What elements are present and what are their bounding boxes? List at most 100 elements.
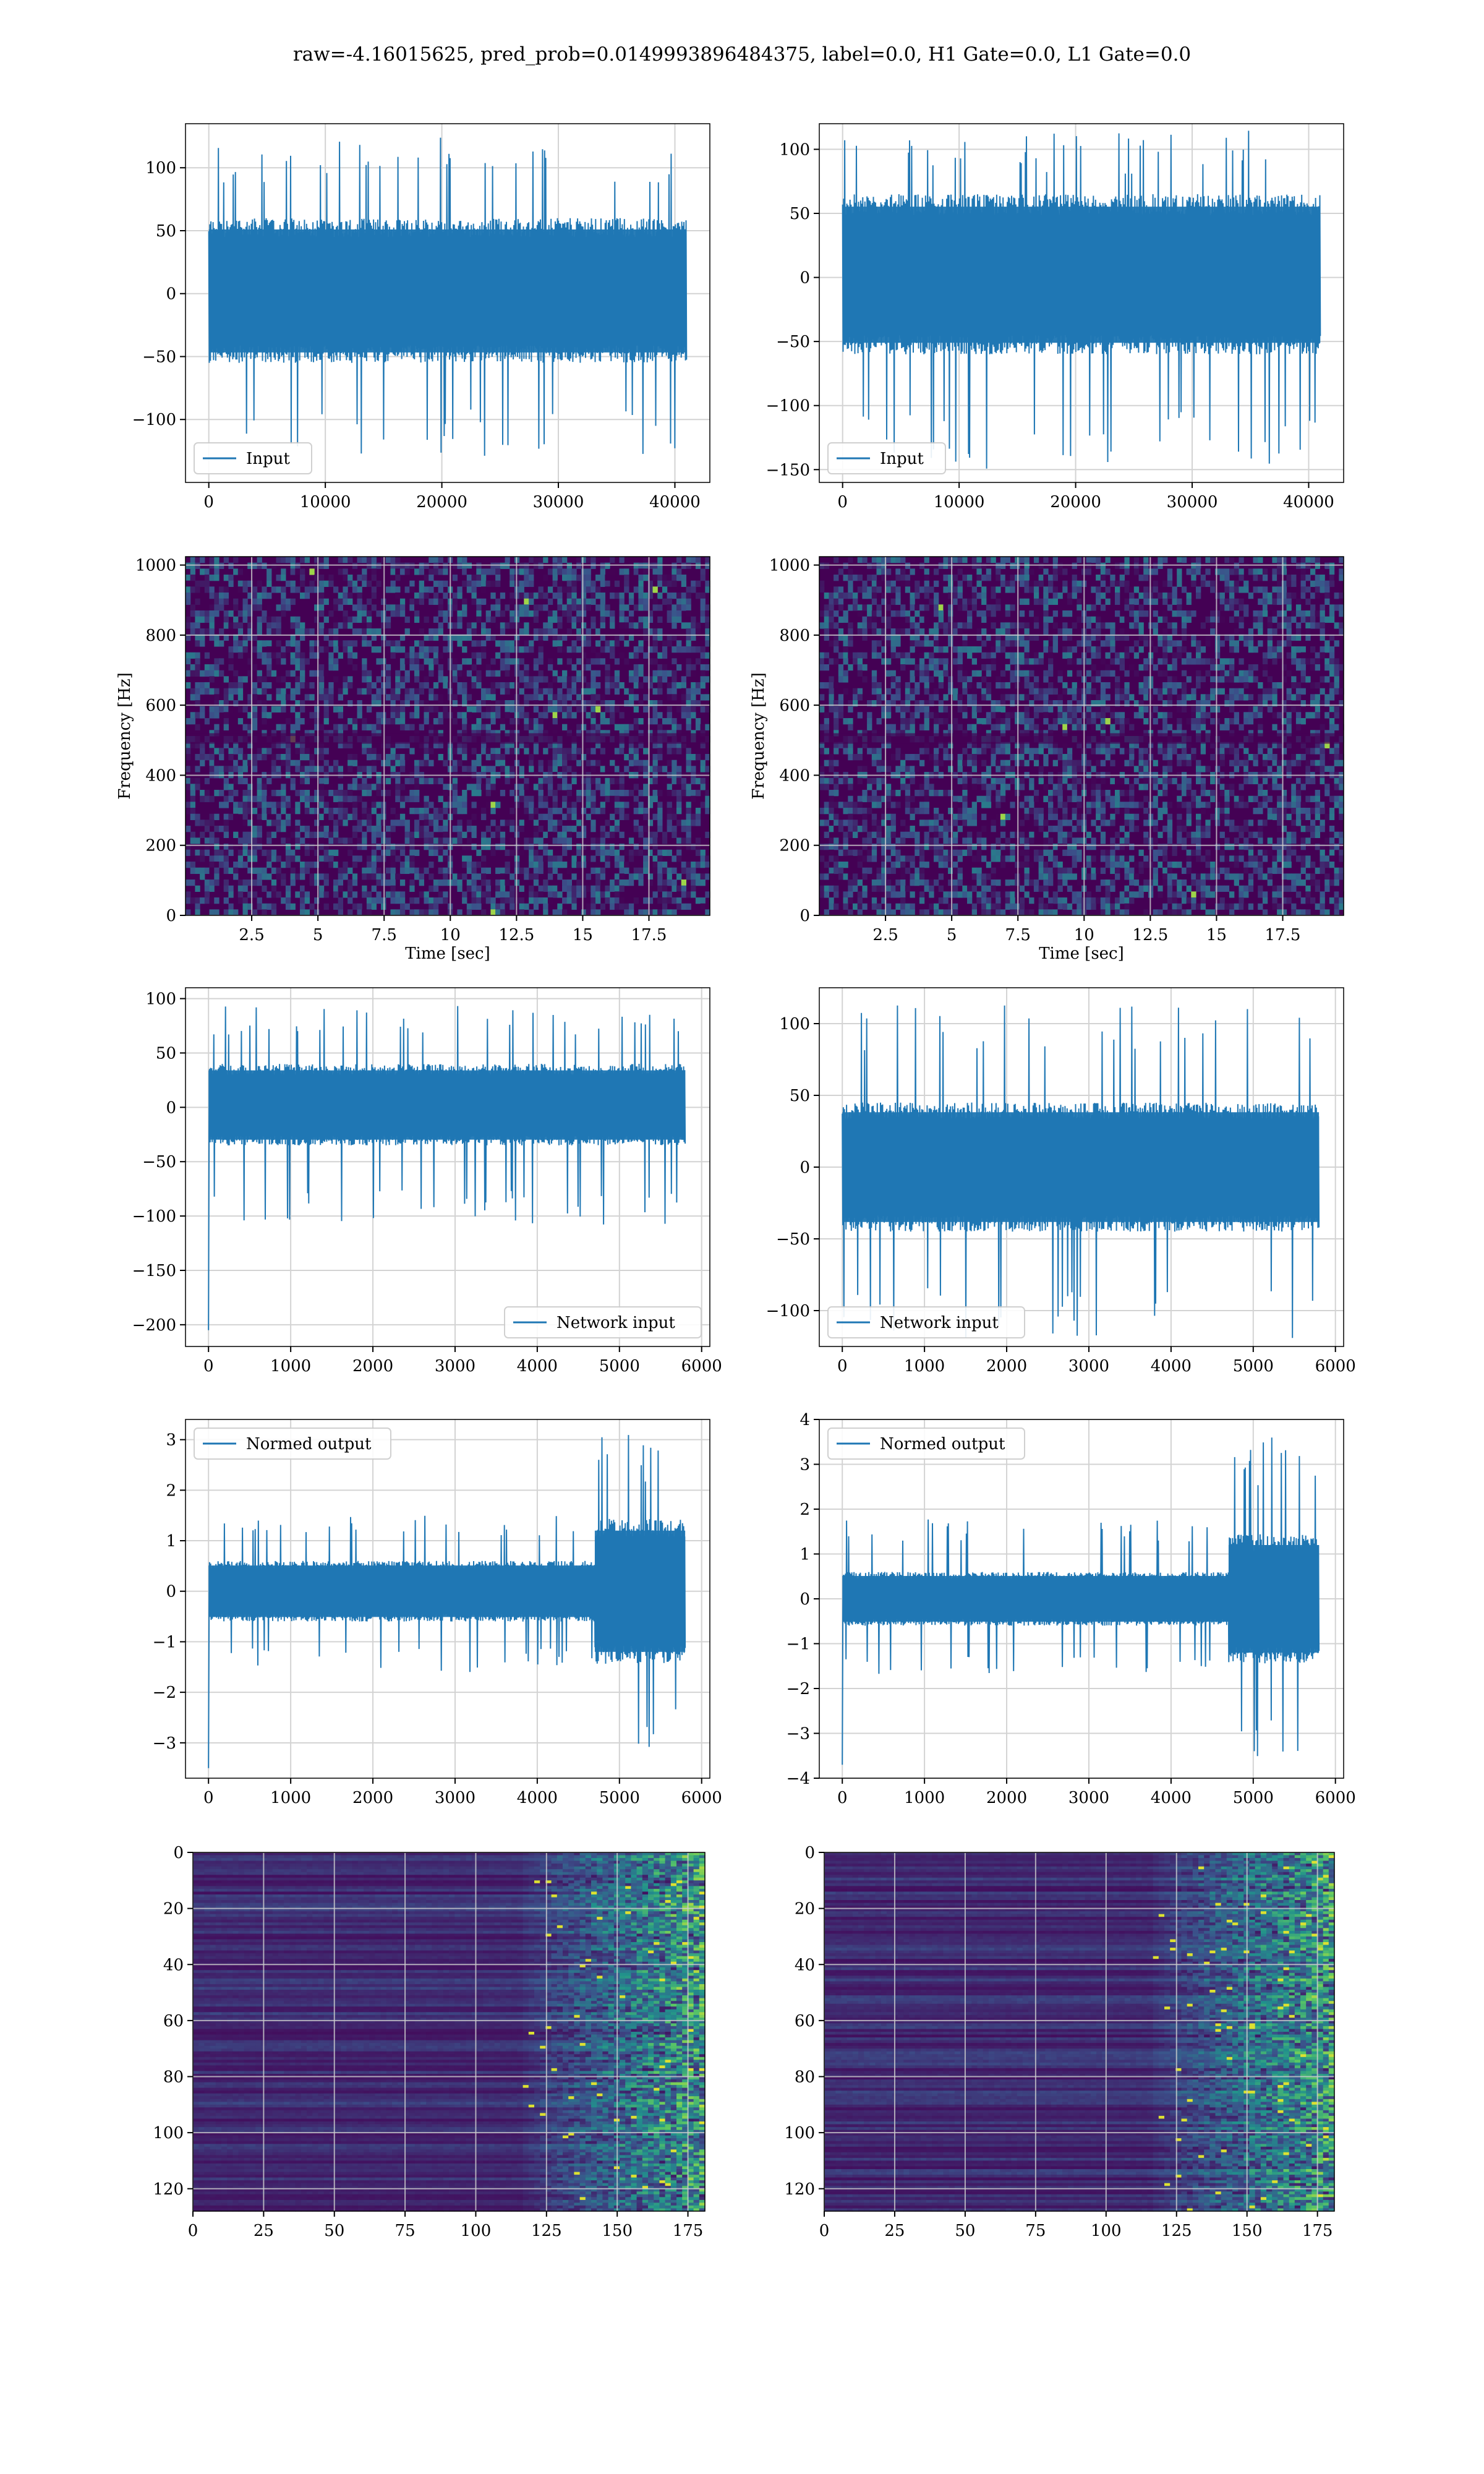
heatmap-cell [271,586,277,593]
heatmap-cell [686,802,691,808]
heatmap-cell [352,604,358,611]
heatmap-cell [1133,640,1140,647]
heatmap-cell [262,849,267,856]
heatmap-cell [1320,586,1325,593]
heatmap-cell [614,682,620,689]
heatmap-cell [495,802,501,808]
heatmap-cell [267,820,272,826]
heatmap-cell [1100,562,1106,569]
heatmap-cell [647,628,654,635]
heatmap-cell [667,897,672,904]
heatmap-cell [309,795,315,802]
heatmap-cell [595,724,601,730]
heatmap-cell [314,831,320,838]
heatmap-cell [695,646,701,653]
heatmap-cell [362,891,367,898]
heatmap-cell [424,593,429,599]
heatmap-cell [366,748,372,755]
heatmap-cell [638,909,644,916]
heatmap-cell [376,784,382,790]
y-tick-label: 400 [145,766,176,785]
heatmap-cell [695,688,701,695]
heatmap-cell [586,688,591,695]
heatmap-cell [257,676,262,683]
heatmap-cell [214,557,220,563]
heatmap-cell [657,700,663,707]
heatmap-cell [223,586,229,593]
heatmap-cell [633,849,639,856]
heatmap-cell [871,610,877,617]
heatmap-cell [452,837,458,844]
heatmap-cell [404,562,410,569]
heatmap-cell [228,682,234,689]
heatmap-cell [1339,593,1344,599]
heatmap-cell [276,754,281,761]
heatmap-cell [633,760,639,766]
heatmap-cell [524,604,529,611]
heatmap-cell [519,622,524,629]
heatmap-cell [566,748,573,755]
heatmap-cell [323,855,329,862]
heatmap-cell [1105,652,1111,659]
heatmap-cell [457,634,463,641]
heatmap-cell [571,754,577,761]
heatmap-cell [495,580,501,587]
heatmap-cell [576,658,582,665]
heatmap-cell [600,837,606,844]
heatmap-cell [895,598,901,605]
heatmap-cell [1138,610,1144,617]
heatmap-cell [452,880,458,886]
heatmap-cell [433,837,439,844]
heatmap-cell [519,790,524,797]
heatmap-cell [333,604,339,611]
heatmap-cell [952,598,958,605]
heatmap-cell [691,891,696,898]
heatmap-cell [676,849,682,856]
heatmap-cell [890,557,896,563]
heatmap-cell [871,575,877,581]
heatmap-cell [619,897,625,904]
heatmap-cell [228,646,234,653]
heatmap-cell [543,795,548,802]
heatmap-cell [857,610,863,617]
heatmap-cell [1033,616,1039,623]
heatmap-cell [1281,593,1287,599]
heatmap-cell [300,790,305,797]
heatmap-cell [533,628,539,635]
heatmap-cell [242,862,248,868]
heatmap-cell [676,742,682,748]
heatmap-cell [452,676,458,683]
heatmap-cell [466,862,472,868]
heatmap-cell [938,562,944,569]
heatmap-cell [562,568,568,575]
heatmap-cell [333,790,339,797]
heatmap-cell [543,855,548,862]
heatmap-cell [495,652,501,659]
heatmap-cell [552,694,558,701]
heatmap-cell [643,766,649,773]
x-tick-label: 30000 [1167,493,1218,511]
heatmap-cell [647,820,654,826]
heatmap-cell [338,604,344,611]
heatmap-cell [543,784,548,790]
heatmap-cell [495,598,501,605]
legend-box [194,442,312,474]
heatmap-cell [348,646,353,653]
heatmap-cell [186,748,191,755]
heatmap-cell [686,831,691,838]
heatmap-cell [971,593,978,599]
heatmap-cell [662,867,668,874]
heatmap-cell [323,688,329,695]
heatmap-cell [338,790,344,797]
heatmap-cell [1186,568,1192,575]
heatmap-cell [1162,646,1168,653]
heatmap-cell [600,580,606,587]
heatmap-cell [971,646,978,653]
heatmap-cell [924,593,929,599]
heatmap-cell [1181,616,1187,623]
heatmap-cell [190,837,196,844]
heatmap-cell [524,575,529,581]
heatmap-cell [366,808,372,815]
heatmap-cell [610,568,615,575]
heatmap-cell [1320,652,1325,659]
